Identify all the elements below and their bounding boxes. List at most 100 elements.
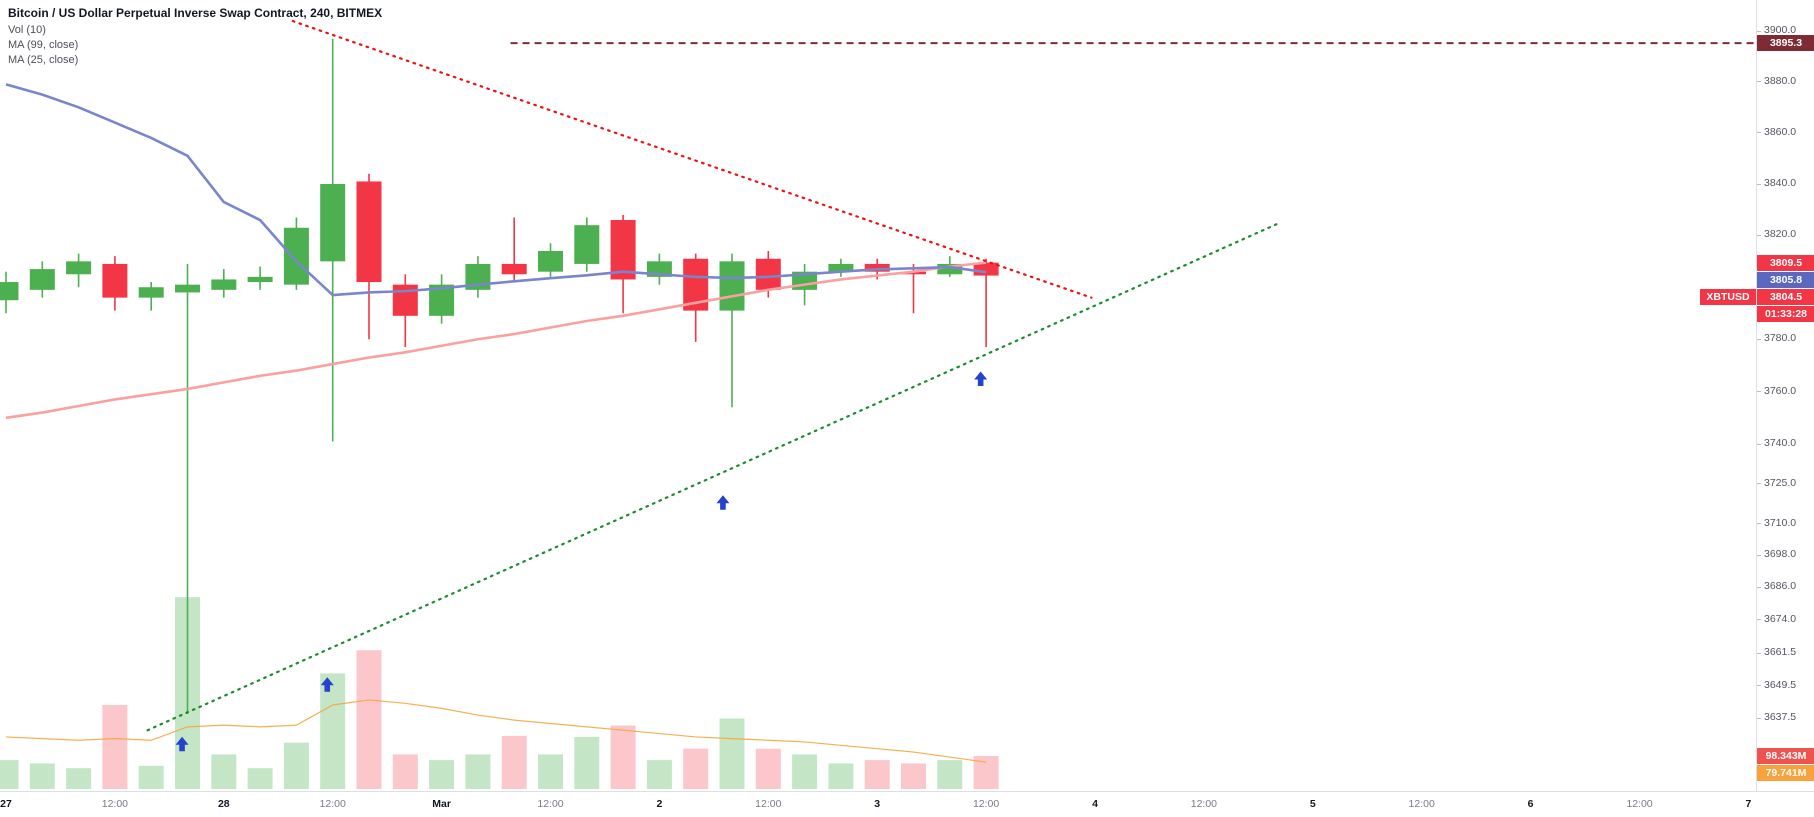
time-axis-label: 12:00 [972,798,1000,810]
ma99-line [5,83,987,297]
price-tick [1757,619,1761,621]
volume-bar [429,760,455,789]
buy-arrow-icon[interactable] [974,371,988,386]
price-axis-label: 3780.0 [1764,332,1797,345]
trendline-descending[interactable] [291,19,1093,299]
time-axis-label: 12:00 [537,798,564,810]
candle-body [320,184,346,262]
trendline-ascending[interactable] [146,221,1282,732]
ma25-line [5,261,987,420]
volume-bar [283,742,309,789]
time-axis-label: 12:00 [1408,798,1435,810]
price-axis-label: 3860.0 [1764,125,1797,138]
countdown-badge: 01:33:28 [1757,305,1814,322]
volume-bar [102,705,128,789]
candle-body [610,220,636,280]
volume-bar [465,754,491,789]
time-axis-label: 3 [874,798,881,810]
price-tick [1757,717,1761,719]
price-axis-label: 3698.0 [1764,548,1797,561]
candle-body [538,250,563,272]
volume-bar [501,735,527,789]
legend: Bitcoin / US Dollar Perpetual Inverse Sw… [8,6,382,68]
price-tick [1757,234,1761,236]
price-tick [1757,483,1761,485]
price-tick [1757,523,1761,524]
volume-bar [646,760,672,789]
volume-bar [828,763,854,789]
price-tick [1757,391,1761,393]
volume-bar [247,768,273,789]
level-price-badge: 3895.3 [1757,35,1814,52]
price-axis[interactable]: 3900.0 3880.0 3860.0 3840.0 3820.0 3780.0 3760… [1756,0,1814,791]
volume-bar [901,763,926,789]
volume-bar [937,760,963,789]
volume-bar [320,673,346,789]
price-tick [1757,586,1761,588]
price-axis-label: 3880.0 [1764,74,1797,87]
volume-bar [574,736,600,789]
price-axis-label: 3661.5 [1764,646,1797,659]
volume-bar [0,760,19,789]
last-price-badge: 3804.5 [1757,288,1814,305]
time-axis-label: 28 [217,798,230,810]
time-axis-label: Mar [432,798,451,810]
candle-body [138,287,164,298]
price-chart-pane[interactable]: Bitcoin / US Dollar Perpetual Inverse Sw… [0,0,1756,791]
volume-ma-line [5,699,987,763]
time-axis-label: 12:00 [319,798,346,810]
ma99-value-badge: 3805.8 [1757,271,1814,288]
buy-arrow-icon[interactable] [716,495,730,510]
time-axis-label: 12:00 [101,798,129,810]
volume-ma-value-badge: 79.741M [1757,764,1814,781]
price-tick [1757,652,1761,654]
time-axis-label: 2 [656,798,663,810]
price-tick [1757,685,1761,687]
candle-body [283,227,309,285]
price-axis-label: 3725.0 [1764,476,1797,489]
price-axis-label: 3760.0 [1764,384,1797,397]
chart-title[interactable]: Bitcoin / US Dollar Perpetual Inverse Sw… [8,6,383,20]
time-axis-label: 7 [1745,798,1752,810]
candle-body [247,276,273,283]
buy-arrow-icon[interactable] [175,736,189,752]
time-axis-label: 27 [0,798,12,810]
candle-body [937,263,963,275]
volume-bar [538,754,563,789]
ma25-value-badge: 3809.5 [1757,254,1814,271]
price-axis-label: 3674.0 [1764,612,1797,625]
indicator-ma99[interactable]: MA (99, close) [8,39,79,51]
volume-bar [356,650,382,789]
price-axis-label: 3710.0 [1764,516,1797,529]
price-tick [1757,443,1761,445]
indicator-volume[interactable]: Vol (10) [8,24,46,36]
candle-body [719,261,745,311]
candle-body [574,225,600,264]
price-tick [1757,183,1761,185]
volume-bar [864,760,890,789]
price-tick [1757,132,1761,134]
time-axis-label: 12:00 [755,798,782,810]
time-axis-label: 12:00 [1626,798,1653,810]
time-axis-label: 4 [1092,798,1098,810]
volume-bar [138,765,164,789]
time-axis-label: 12:00 [1190,798,1218,810]
price-tick [1757,30,1761,32]
candle-body [356,181,382,283]
chart-canvas[interactable] [0,0,1756,791]
price-axis-label: 3900.0 [1764,24,1797,37]
volume-bar [792,754,818,789]
time-axis-label: 6 [1527,798,1534,810]
time-axis[interactable]: 27 12:00 28 12:00 Mar 12:00 2 12:00 3 12:00 4 12:00… [0,791,1814,817]
candle-body [29,269,55,290]
price-axis-label: 3637.5 [1764,711,1797,724]
indicator-ma25[interactable]: MA (25, close) [8,54,79,66]
price-axis-label: 3649.5 [1764,678,1797,691]
candle-body [211,279,237,290]
price-axis-label: 3740.0 [1764,437,1797,450]
candle-body [0,282,19,301]
buy-arrow-icon[interactable] [320,677,334,692]
candle-body [175,284,200,293]
candle-body [864,263,890,272]
